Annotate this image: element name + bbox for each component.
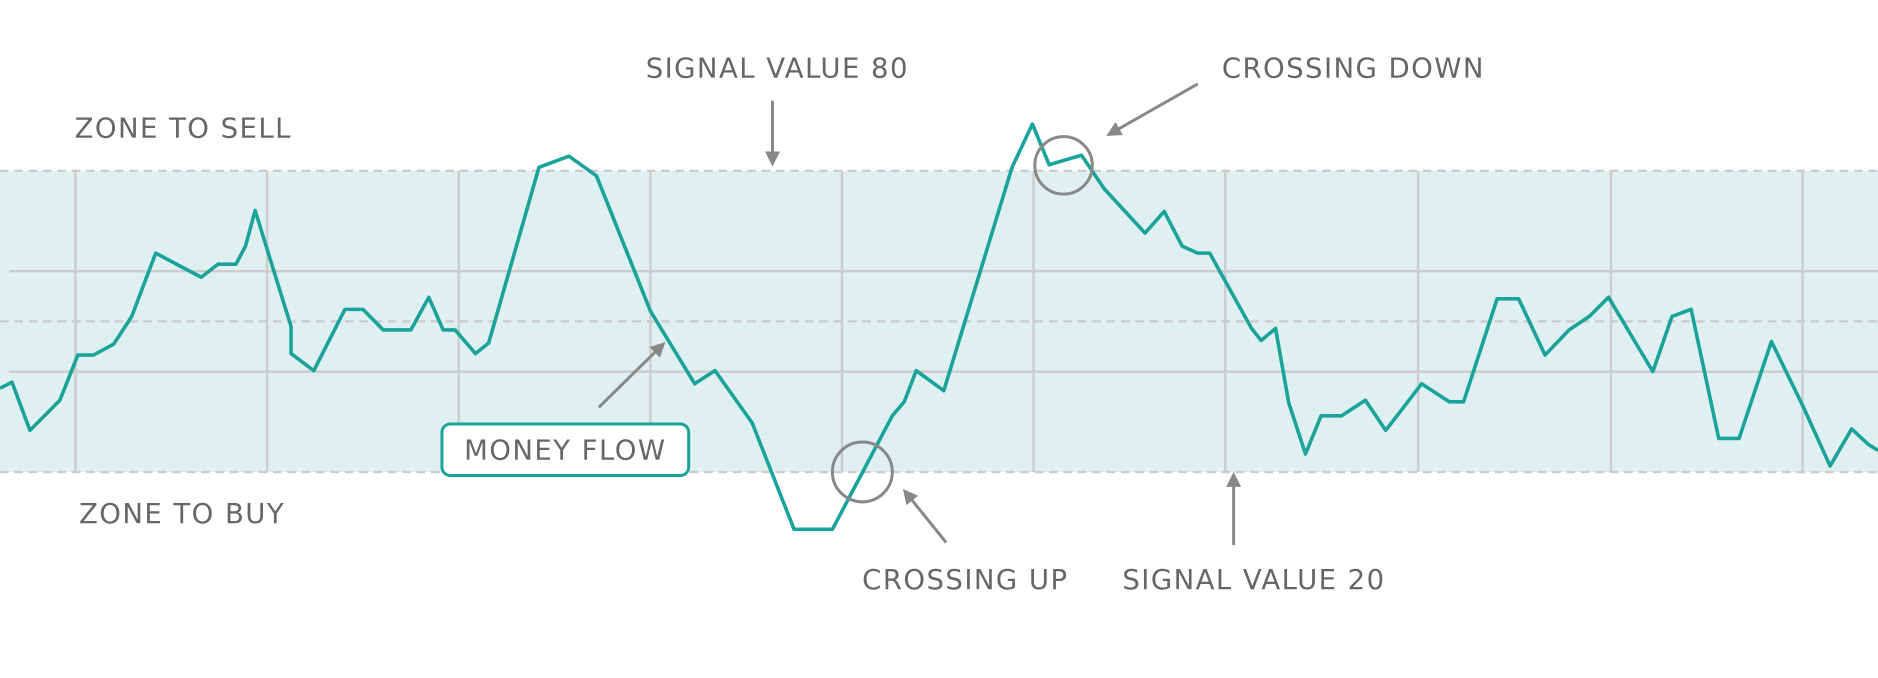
arrow (1106, 82, 1199, 136)
annotations: SIGNAL VALUE 80 CROSSING DOWN ZONE TO SE… (75, 53, 1485, 596)
highlight-circle (1033, 135, 1094, 196)
legend-box (440, 422, 691, 478)
grid (0, 169, 1878, 474)
annotation: SIGNAL VALUE 20 (1122, 564, 1385, 596)
zone-label: ZONE TO SELL (75, 112, 292, 144)
zone-label: ZONE TO BUY (79, 498, 285, 530)
arrow (597, 341, 666, 409)
annotation: SIGNAL VALUE 80 (646, 53, 909, 85)
annotation: CROSSING DOWN (1222, 53, 1485, 85)
money-flow-line (0, 122, 1878, 532)
legend-label: MONEY FLOW (464, 435, 666, 467)
plot (0, 122, 1878, 532)
annotation: CROSSING UP (862, 564, 1068, 596)
highlight-circle (830, 440, 894, 504)
arrow (902, 488, 948, 544)
